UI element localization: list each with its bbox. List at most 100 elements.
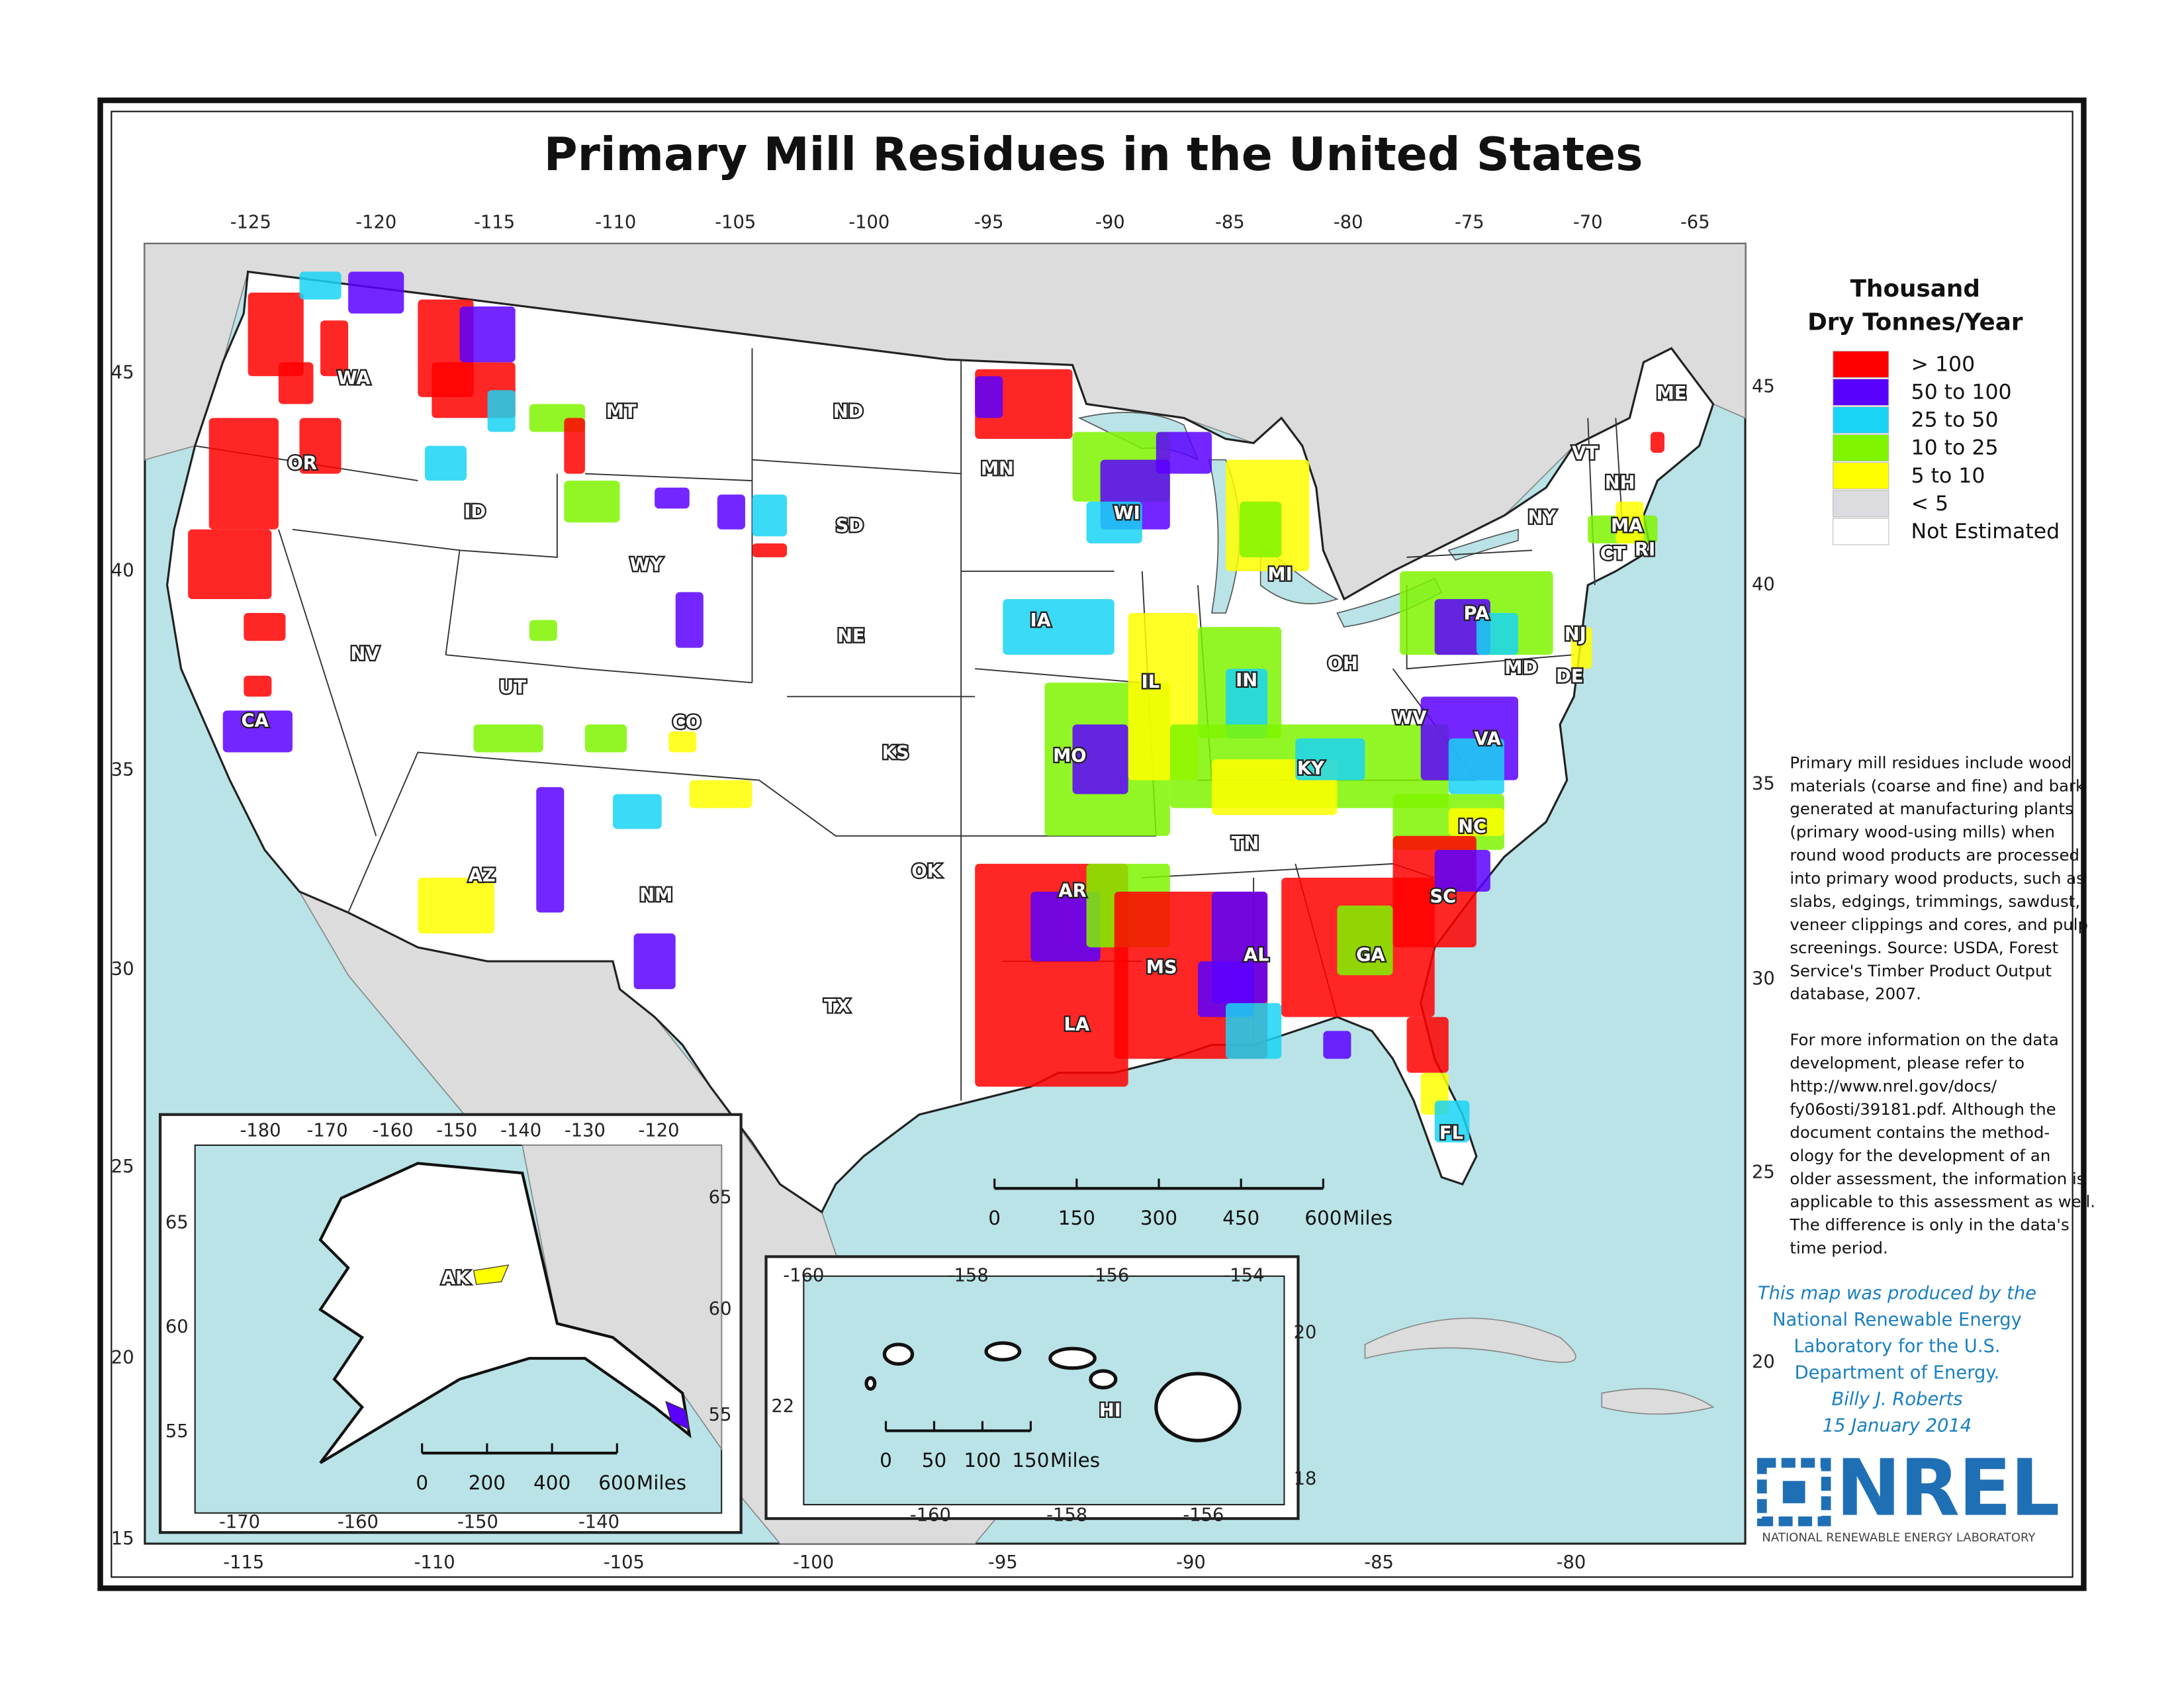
legend-label: 10 to 25 <box>1911 436 1999 460</box>
scale-label: 300 <box>1140 1207 1177 1229</box>
state-label: ND <box>833 401 864 422</box>
credit-line: Laboratory for the U.S. <box>1794 1336 2000 1357</box>
longitude-label: -95 <box>988 1552 1018 1573</box>
state-label: VA <box>1474 729 1501 749</box>
legend-swatch <box>1833 518 1889 545</box>
residue-patch <box>424 445 467 481</box>
state-label: KS <box>882 743 909 763</box>
latitude-label: 20 <box>1294 1323 1317 1343</box>
state-label: NC <box>1458 817 1486 837</box>
latitude-label: 15 <box>111 1528 134 1549</box>
residue-patch <box>244 675 272 697</box>
latitude-label: 55 <box>165 1421 189 1442</box>
state-label: CO <box>672 712 701 733</box>
longitude-label: -140 <box>500 1120 541 1141</box>
legend-title: Dry Tonnes/Year <box>1807 308 2023 336</box>
scale-label: 400 <box>533 1472 570 1494</box>
residue-patch <box>1003 599 1115 655</box>
residue-patch <box>529 620 557 641</box>
state-label: LA <box>1064 1015 1090 1035</box>
state-label: SC <box>1430 886 1456 907</box>
residue-patch <box>208 418 279 530</box>
alaska-land <box>318 1162 692 1464</box>
residue-patch <box>459 306 516 363</box>
note-line: For more information on the data <box>1790 1030 2058 1049</box>
legend-title: Thousand <box>1850 275 1980 303</box>
residue-patch <box>1406 1017 1449 1073</box>
longitude-label: -65 <box>1680 212 1710 232</box>
scale-label: 50 <box>922 1449 946 1472</box>
note-line: Service's Timber Product Output <box>1790 961 2052 980</box>
state-label: IN <box>1236 671 1257 691</box>
longitude-label: -100 <box>848 212 889 232</box>
state-label: NY <box>1527 507 1557 528</box>
longitude-label: -154 <box>1223 1265 1264 1286</box>
residue-patch <box>188 529 272 600</box>
legend-swatch <box>1833 462 1889 490</box>
residue-patch <box>1323 1031 1351 1059</box>
note-line: development, please refer to <box>1790 1053 2025 1072</box>
note-line: time period. <box>1790 1239 1888 1258</box>
state-label: MD <box>1504 658 1537 679</box>
note-line: The difference is only in the data's <box>1789 1215 2069 1235</box>
residue-patch <box>1476 613 1519 655</box>
state-label: MO <box>1053 745 1086 766</box>
longitude-label: -70 <box>1573 212 1603 232</box>
state-label: AR <box>1058 880 1086 901</box>
longitude-label: -120 <box>355 212 396 232</box>
residue-patch <box>655 487 690 509</box>
latitude-label: 22 <box>771 1396 794 1417</box>
longitude-label: -160 <box>783 1265 824 1286</box>
longitude-label: -125 <box>230 212 271 232</box>
longitude-label: -170 <box>307 1120 348 1141</box>
latitude-label: 60 <box>165 1317 189 1337</box>
longitude-label: -80 <box>1334 212 1363 232</box>
residue-patch <box>975 376 1003 418</box>
residue-patch <box>1226 669 1268 739</box>
state-label: NM <box>639 885 672 906</box>
alaska-patch <box>473 1264 510 1286</box>
legend <box>1833 350 1889 545</box>
state-label: WI <box>1113 503 1140 524</box>
state-label: WA <box>338 368 371 389</box>
latitude-label: 40 <box>1752 574 1775 594</box>
residue-patch <box>222 710 293 753</box>
latitude-label: 40 <box>111 560 134 581</box>
latitude-label: 20 <box>111 1348 134 1368</box>
legend-label: Not Estimated <box>1911 520 2060 543</box>
note-line: slabs, edgings, trimmings, sawdust, <box>1790 892 2080 911</box>
longitude-label: -115 <box>474 212 515 232</box>
latitude-label: 55 <box>709 1405 732 1425</box>
residue-patch <box>717 494 745 530</box>
residue-patch <box>244 613 286 641</box>
longitude-label: -160 <box>372 1120 413 1141</box>
legend-label: > 100 <box>1911 352 1976 376</box>
state-label: MS <box>1146 957 1177 978</box>
state-label: GA <box>1356 945 1385 965</box>
note-line: ology for the development of an <box>1790 1146 2050 1165</box>
residue-patch <box>473 724 543 753</box>
residue-patch <box>1615 501 1644 543</box>
credit-line: 15 January 2014 <box>1823 1416 1972 1436</box>
state-label: WY <box>630 555 664 575</box>
longitude-label: -110 <box>595 212 636 232</box>
hawaii-islands <box>864 1341 1242 1442</box>
residue-patch <box>320 320 349 377</box>
residue-patch <box>1295 738 1365 780</box>
longitude-label: -75 <box>1455 212 1484 232</box>
residue-patch <box>1156 432 1212 474</box>
longitude-label: -100 <box>793 1552 834 1573</box>
residue-patch <box>752 543 788 557</box>
note-line: Primary mill residues include wood <box>1790 753 2071 772</box>
residue-patch <box>1434 1100 1470 1143</box>
latitude-label: 20 <box>1752 1352 1775 1372</box>
logo-name: NREL <box>1836 1442 2059 1533</box>
residue-patch <box>668 731 697 753</box>
state-label: CA <box>242 711 269 731</box>
state-label: MT <box>606 401 637 422</box>
state-label: OK <box>911 861 942 882</box>
latitude-label: 65 <box>165 1212 189 1233</box>
latitude-label: 35 <box>111 759 134 780</box>
longitude-label: -180 <box>240 1120 281 1141</box>
scale-unit: Miles <box>637 1472 686 1494</box>
